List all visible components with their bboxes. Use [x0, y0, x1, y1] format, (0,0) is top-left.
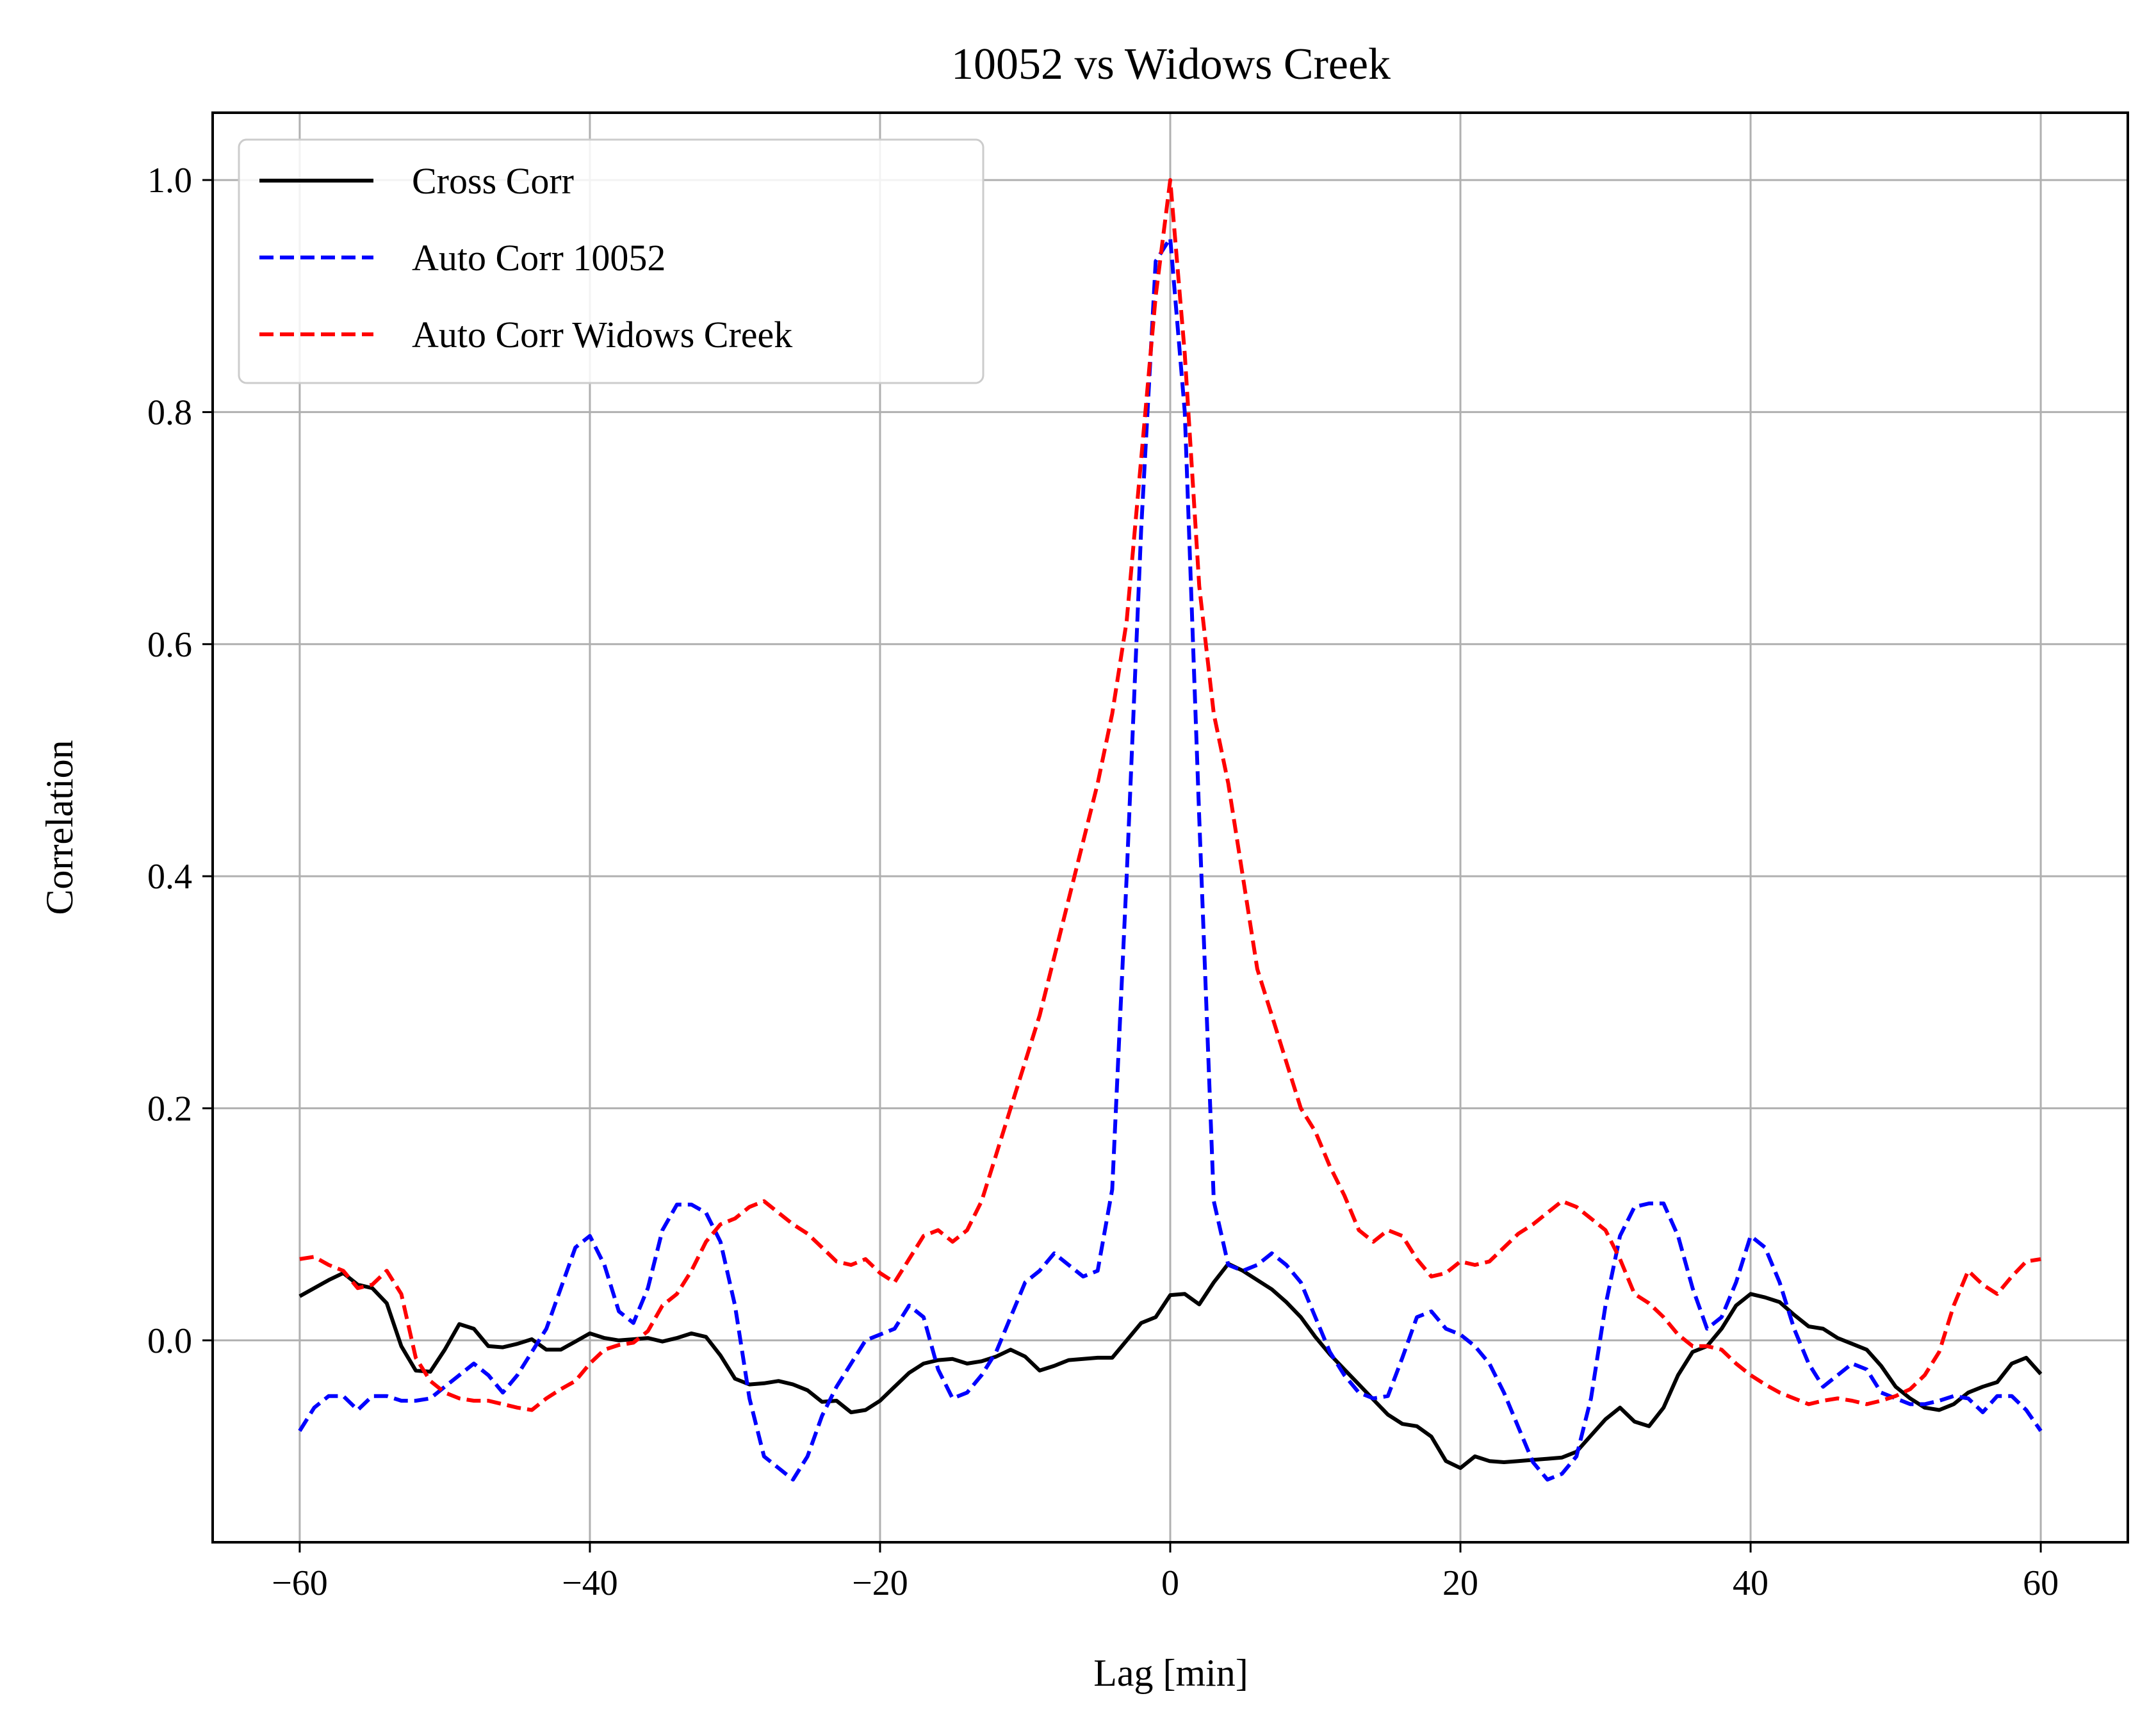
- y-tick-label: 0.0: [147, 1321, 192, 1361]
- legend: Cross Corr Auto Corr 10052 Auto Corr Widow…: [238, 138, 984, 384]
- legend-box: [238, 138, 984, 384]
- x-tick-label: 40: [1733, 1563, 1768, 1603]
- y-tick-label: 0.4: [147, 857, 192, 897]
- y-axis: 0.0 0.2 0.4 0.6 0.8 1.0: [147, 161, 213, 1361]
- x-tick-label: 20: [1442, 1563, 1478, 1603]
- x-axis: −60 −40 −20 0 20 40 60: [272, 1542, 2059, 1603]
- y-tick-label: 0.2: [147, 1089, 192, 1129]
- y-tick-label: 0.8: [147, 393, 192, 432]
- x-axis-label: Lag [min]: [1093, 1652, 1248, 1694]
- x-tick-label: 0: [1161, 1563, 1179, 1603]
- legend-label-auto-corr-10052: Auto Corr 10052: [412, 237, 666, 279]
- series-line-cross-corr: [298, 1262, 2043, 1471]
- x-tick-label: −20: [852, 1563, 908, 1603]
- y-tick-label: 0.6: [147, 625, 192, 665]
- series-line-auto-corr-widows-creek: [299, 178, 2041, 1412]
- chart-title: 10052 vs Widows Creek: [951, 40, 1391, 89]
- legend-label-cross-corr: Cross Corr: [412, 160, 574, 202]
- y-axis-label: Correlation: [38, 740, 81, 915]
- legend-label-auto-corr-widows-creek: Auto Corr Widows Creek: [412, 314, 792, 355]
- x-tick-label: −60: [272, 1563, 328, 1603]
- series-group: [298, 178, 2043, 1482]
- y-tick-label: 1.0: [147, 161, 192, 200]
- x-tick-label: 60: [2023, 1563, 2059, 1603]
- series-line-auto-corr-10052: [298, 236, 2043, 1482]
- x-tick-label: −40: [562, 1563, 618, 1603]
